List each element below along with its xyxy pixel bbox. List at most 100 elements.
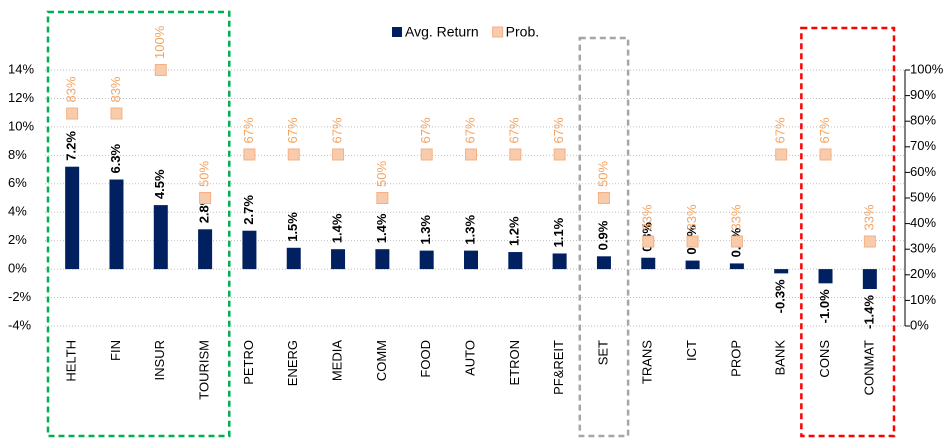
bar <box>242 230 257 270</box>
x-tick-label: CONS <box>817 340 832 378</box>
marker <box>642 235 655 248</box>
value-label: 50% <box>595 161 610 187</box>
value-label: 1.3% <box>462 215 477 245</box>
marker <box>110 107 123 120</box>
value-label: -1.4% <box>861 295 876 329</box>
value-label: -1.0% <box>817 289 832 323</box>
y-tick-label: 2% <box>8 232 27 247</box>
marker <box>465 148 477 161</box>
value-label: 6.3% <box>108 143 123 173</box>
legend-label: Prob. <box>506 24 539 40</box>
value-label: 1.2% <box>507 216 522 246</box>
marker <box>819 148 832 161</box>
x-tick-label: ETRON <box>507 340 522 386</box>
y2-tick-label: 100% <box>910 61 944 76</box>
bar <box>286 247 301 270</box>
value-label: 100% <box>152 25 167 59</box>
y2-tick-label: 90% <box>910 87 936 102</box>
marker <box>730 235 743 248</box>
value-label: 67% <box>817 117 832 143</box>
value-label: 1.5% <box>285 212 300 242</box>
bar <box>862 269 877 290</box>
y-tick-label: -2% <box>8 289 32 304</box>
legend-swatch <box>392 27 402 37</box>
x-tick-label: AUTO <box>462 340 477 376</box>
marker <box>287 148 300 161</box>
marker <box>509 148 522 161</box>
value-label: 67% <box>462 117 477 143</box>
x-tick-label: COMM <box>374 340 389 381</box>
x-tick-label: MEDIA <box>329 340 344 382</box>
marker <box>863 235 876 248</box>
bar <box>508 252 523 270</box>
x-tick-label: TOURISM <box>197 340 212 400</box>
y2-tick-label: 70% <box>910 138 936 153</box>
marker <box>376 192 389 204</box>
y-tick-label: -4% <box>8 317 32 332</box>
value-label: 2.7% <box>241 195 256 225</box>
bar <box>641 257 656 270</box>
bar <box>774 269 789 274</box>
y-tick-label: 10% <box>8 118 34 133</box>
x-tick-label: INSUR <box>152 340 167 380</box>
value-label: 1.4% <box>374 213 389 243</box>
bar <box>375 249 390 270</box>
marker <box>775 148 788 161</box>
marker <box>243 148 256 161</box>
y-tick-label: 12% <box>8 90 34 105</box>
bar <box>198 229 213 270</box>
y2-tick-label: 30% <box>910 241 936 256</box>
bar <box>153 205 168 270</box>
value-label: 7.2% <box>64 131 79 161</box>
legend-label: Avg. Return <box>405 24 479 40</box>
marker <box>553 148 566 161</box>
marker <box>66 107 79 120</box>
marker <box>154 64 167 76</box>
highlight-box <box>800 26 896 438</box>
x-tick-label: HELTH <box>64 340 79 382</box>
value-label: 33% <box>684 204 699 230</box>
legend-swatch <box>492 26 504 38</box>
x-tick-label: ICT <box>684 340 699 361</box>
y-tick-label: 14% <box>8 61 34 76</box>
value-label: 1.1% <box>551 217 566 247</box>
value-label: 67% <box>241 117 256 143</box>
bar <box>552 253 567 270</box>
value-label: 50% <box>374 161 389 187</box>
value-label: 83% <box>108 76 123 102</box>
y-tick-label: 0% <box>8 261 27 276</box>
value-label: 4.5% <box>152 169 167 199</box>
bar <box>464 250 478 270</box>
value-label: 33% <box>728 204 743 230</box>
x-tick-label: PETRO <box>241 340 256 385</box>
bar <box>331 249 346 270</box>
x-tick-label: BANK <box>773 340 788 376</box>
x-tick-label: PROP <box>728 340 743 377</box>
value-label: 33% <box>640 204 655 230</box>
bar <box>596 256 611 270</box>
bar <box>818 269 833 284</box>
y2-tick-label: 50% <box>910 189 936 204</box>
value-label: 1.4% <box>329 213 344 243</box>
x-tick-label: ENERG <box>285 340 300 386</box>
marker <box>420 148 433 161</box>
bar <box>419 250 434 270</box>
value-label: 33% <box>861 204 876 230</box>
y2-tick-label: 0% <box>910 317 929 332</box>
y2-tick-label: 60% <box>910 164 936 179</box>
y2-tick-label: 80% <box>910 113 936 128</box>
x-tick-label: SET <box>595 340 610 365</box>
y2-tick-label: 20% <box>910 266 936 281</box>
value-label: 67% <box>551 117 566 143</box>
value-label: 83% <box>64 76 79 102</box>
y-tick-label: 4% <box>8 204 27 219</box>
bar <box>685 260 700 270</box>
value-label: 50% <box>197 161 212 187</box>
value-label: 67% <box>773 117 788 143</box>
marker <box>332 148 345 161</box>
x-tick-label: FOOD <box>418 340 433 378</box>
marker <box>199 192 212 204</box>
value-label: 1.3% <box>418 215 433 245</box>
highlight-box <box>578 36 630 438</box>
